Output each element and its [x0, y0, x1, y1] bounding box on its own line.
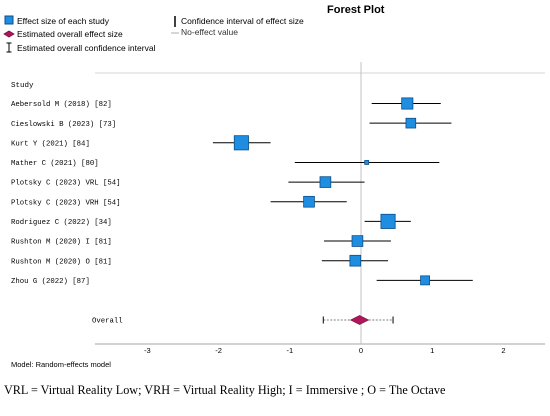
study-label: Rushton M (2020) I [81] [11, 239, 112, 247]
x-tick-label: -3 [144, 346, 151, 355]
study-effect-marker [380, 213, 396, 229]
overall-label: Overall [92, 318, 123, 326]
study-label-layer: Aebersold M (2018) [82] Cieslowski B (202… [11, 101, 123, 326]
legend-overall-ci-label: Estimated overall confidence interval [17, 43, 156, 53]
x-tick-label: 0 [359, 346, 363, 355]
study-label: Mather C (2021) [80] [11, 160, 99, 168]
legend-overall-label: Estimated overall effect size [17, 29, 123, 39]
study-effect-marker [351, 235, 364, 247]
legend-study-label: Effect size of each study [17, 16, 110, 26]
figure-caption: VRL = Virtual Reality Low; VRH = Virtual… [4, 383, 446, 397]
legend-overall-diamond-icon [3, 30, 15, 38]
x-tick-label-layer: -3 -2 -1 0 1 2 [144, 346, 505, 355]
study-label: Rodriguez C (2022) [34] [11, 219, 112, 227]
study-label: Aebersold M (2018) [82] [11, 101, 112, 109]
legend-no-effect-label: No-effect value [181, 27, 238, 37]
study-effect-marker [401, 97, 414, 110]
model-note: Model: Random-effects model [11, 360, 111, 369]
study-effect-marker [405, 117, 417, 129]
study-effect-marker [349, 254, 362, 267]
study-effect-marker [364, 160, 370, 165]
study-effect-marker [233, 135, 249, 151]
legend-study-marker-icon [4, 15, 14, 25]
x-tick-label: -2 [215, 346, 222, 355]
x-tick-label: -1 [286, 346, 293, 355]
legend-ci-label: Confidence interval of effect size [181, 16, 304, 26]
x-tick-label: 1 [430, 346, 434, 355]
effect-marker-layer [233, 97, 430, 325]
overall-effect-diamond [349, 315, 370, 325]
forest-plot: Effect size of each study Estimated over… [3, 4, 545, 369]
study-effect-marker [319, 176, 332, 188]
study-column-header: Study [11, 82, 34, 90]
legend: Effect size of each study Estimated over… [3, 15, 304, 53]
study-effect-marker [420, 275, 430, 286]
chart-title: Forest Plot [327, 4, 385, 16]
study-label: Plotsky C (2023) VRL [54] [11, 180, 120, 188]
study-effect-marker [303, 195, 315, 208]
study-label: Kurt Y (2021) [84] [11, 140, 90, 148]
study-label: Zhou G (2022) [87] [11, 278, 90, 286]
study-label: Cieslowski B (2023) [73] [11, 121, 116, 129]
x-tick-label: 2 [501, 346, 505, 355]
legend-overall-ci-icon [6, 42, 12, 53]
study-label: Rushton M (2020) O [81] [11, 258, 112, 266]
confidence-interval-layer [212, 103, 473, 324]
study-label: Plotsky C (2023) VRH [54] [11, 199, 120, 207]
